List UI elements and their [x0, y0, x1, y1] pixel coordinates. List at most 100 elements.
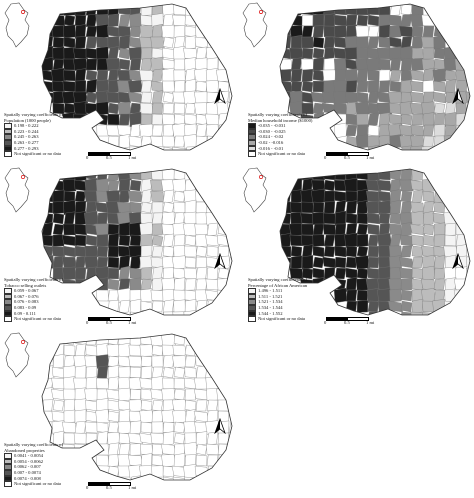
scale-label: 0.5	[106, 485, 112, 490]
census-tract	[322, 69, 337, 82]
legend-swatch	[4, 128, 12, 135]
census-tract	[151, 399, 164, 412]
census-tract	[42, 245, 54, 258]
scale-bar: 0 0.5 1 mi	[324, 317, 384, 327]
census-tract	[107, 454, 120, 467]
scale-label: 1 mi	[128, 485, 137, 490]
census-tract	[323, 212, 336, 225]
census-tract	[117, 101, 132, 116]
census-tract	[129, 179, 142, 192]
legend-label: 0.0054 - 0.0062	[14, 458, 44, 464]
census-tract	[173, 80, 186, 93]
census-tract	[129, 334, 142, 346]
census-tract	[74, 169, 87, 182]
census-tract	[355, 25, 370, 38]
census-tract	[129, 443, 142, 456]
census-tract	[128, 91, 143, 104]
legend-swatch	[4, 288, 12, 294]
census-tract	[172, 344, 187, 357]
census-tract	[73, 432, 88, 445]
census-tract	[400, 234, 413, 247]
census-tract	[173, 234, 186, 247]
census-tract	[162, 366, 175, 379]
census-tract	[367, 124, 380, 137]
census-tract	[96, 421, 109, 434]
city-boundary	[279, 3, 471, 151]
census-tract	[356, 91, 369, 104]
census-tract	[162, 211, 175, 226]
census-tract	[140, 355, 153, 368]
census-tract	[184, 146, 197, 150]
census-tract	[42, 212, 54, 225]
census-tract	[466, 255, 470, 270]
legend-entry: 0.245 - 0.263	[4, 134, 63, 140]
census-tract	[367, 223, 380, 236]
legend-swatch	[248, 316, 256, 322]
census-tract	[409, 223, 426, 236]
legend-swatch	[4, 481, 12, 487]
census-tract	[162, 431, 175, 446]
census-tract	[96, 36, 109, 49]
census-tract	[150, 36, 165, 49]
census-tract	[162, 311, 175, 315]
census-tract	[280, 245, 292, 258]
census-tract	[345, 68, 358, 83]
legend-label: -0.030 - -0.025	[258, 128, 286, 134]
census-tract	[62, 80, 77, 93]
scale-bar: 0 0.5 1 mi	[86, 482, 146, 492]
census-tract	[344, 232, 359, 249]
census-tract	[400, 69, 413, 82]
census-tract	[411, 298, 424, 315]
census-tract	[85, 47, 98, 60]
census-tract	[52, 46, 65, 61]
study-area-marker	[259, 10, 263, 14]
census-tract	[96, 24, 109, 39]
census-tract	[118, 113, 131, 126]
census-tract	[356, 80, 369, 93]
legend-swatch	[248, 304, 256, 311]
census-tract	[128, 46, 143, 61]
census-tract	[140, 365, 153, 380]
census-tract	[400, 289, 413, 302]
legend-entry: -0.016 - -0.01	[248, 145, 312, 152]
census-tract	[290, 80, 303, 93]
legend-entry: 0.0041 - 0.0054	[4, 453, 63, 459]
census-tract	[118, 91, 131, 104]
census-tract	[345, 80, 358, 93]
census-tract	[400, 278, 413, 291]
census-tract	[388, 278, 403, 291]
census-tract	[95, 409, 110, 424]
census-tract	[388, 91, 403, 104]
census-tract	[432, 68, 447, 83]
census-tract	[345, 113, 358, 126]
census-tract	[140, 80, 153, 93]
census-tract	[162, 91, 175, 104]
census-tract	[323, 57, 336, 72]
census-tract	[161, 334, 176, 347]
census-tract	[73, 334, 88, 346]
census-tract	[400, 190, 413, 203]
census-tract	[205, 278, 220, 291]
census-tract	[444, 234, 457, 247]
census-tract	[400, 300, 413, 313]
census-tract	[367, 69, 380, 82]
legend-entry: Not significant or no data	[248, 316, 307, 322]
census-tract	[312, 201, 325, 214]
state-outline	[4, 2, 30, 48]
census-tract	[63, 24, 76, 39]
legend-entry: 0.198 - 0.222	[4, 123, 63, 129]
census-tract	[184, 355, 197, 368]
census-tract	[127, 190, 144, 203]
census-tract	[422, 124, 435, 137]
census-tract	[162, 189, 175, 204]
census-tract	[378, 212, 391, 225]
census-tract	[378, 14, 391, 27]
census-tract	[51, 377, 66, 390]
census-tract	[118, 234, 131, 247]
census-tract	[193, 91, 210, 104]
census-tract	[116, 4, 133, 16]
census-tract	[400, 4, 413, 16]
state-locator-inset	[4, 2, 30, 48]
scale-segment	[347, 152, 369, 156]
scale-label: 1 mi	[128, 155, 137, 160]
